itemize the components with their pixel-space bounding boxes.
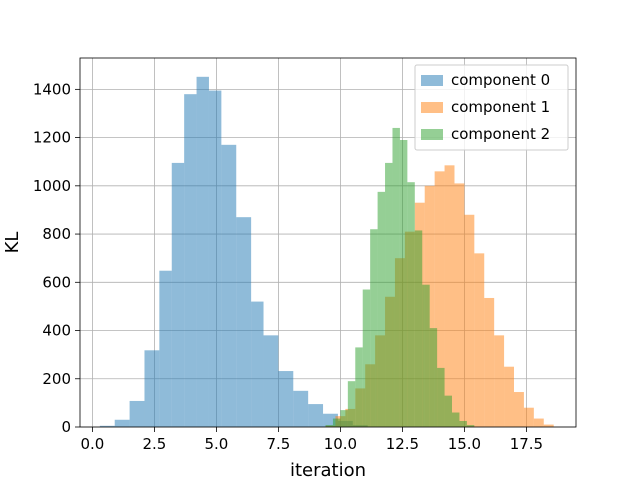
histogram-bar xyxy=(454,183,465,427)
histogram-bar xyxy=(407,182,415,427)
legend-box xyxy=(414,64,569,151)
legend-swatch xyxy=(421,75,443,86)
x-tick-label: 7.5 xyxy=(266,435,290,453)
histogram-bar xyxy=(251,301,264,427)
x-tick-label: 17.5 xyxy=(510,435,543,453)
x-axis-label: iteration xyxy=(290,460,366,480)
histogram-bar xyxy=(208,90,222,427)
histogram-bar xyxy=(385,162,393,428)
histogram-bar xyxy=(159,270,172,427)
histogram-bar xyxy=(474,253,485,427)
histogram-bar xyxy=(414,230,423,427)
y-tick-label: 200 xyxy=(42,370,71,388)
histogram-bar xyxy=(340,410,348,427)
histogram-bar xyxy=(171,162,185,428)
histogram-bar xyxy=(308,404,324,427)
histogram-bar xyxy=(466,425,475,427)
y-tick-label: 1200 xyxy=(33,129,71,147)
ticks-layer: 0.0 2.5 5.0 7.5 10.0 12.5 15.0 17.5 0 200 400 600 80… xyxy=(33,80,543,453)
histogram-bar xyxy=(278,371,294,427)
histogram-bar xyxy=(434,171,445,427)
legend-label: component 0 xyxy=(451,71,550,89)
legend-label: component 2 xyxy=(451,125,550,143)
y-tick-label: 1000 xyxy=(33,177,71,195)
histogram-bar xyxy=(514,392,524,427)
histogram-bar xyxy=(263,335,279,427)
histogram-bar xyxy=(355,347,363,427)
histogram-bar xyxy=(362,289,371,427)
histogram-bar xyxy=(399,140,408,427)
histogram-bar xyxy=(370,229,378,427)
histogram-bar xyxy=(347,381,356,427)
y-tick-label: 1400 xyxy=(33,80,71,98)
legend-swatch xyxy=(421,129,443,140)
y-tick-label: 600 xyxy=(42,273,71,291)
histogram-bar xyxy=(392,127,400,428)
histogram-bar xyxy=(504,366,514,427)
histogram-bar xyxy=(464,214,475,427)
histogram-bar xyxy=(533,418,544,427)
histogram-bar xyxy=(484,297,495,427)
histogram-bar xyxy=(543,424,554,427)
series-0 xyxy=(99,76,368,428)
histogram-bar xyxy=(99,425,115,427)
legend-swatch xyxy=(421,102,443,113)
series-2 xyxy=(325,127,475,428)
x-tick-label: 0.0 xyxy=(80,435,104,453)
histogram-bar xyxy=(377,191,386,427)
y-tick-label: 800 xyxy=(42,225,71,243)
histogram-bar xyxy=(459,420,467,427)
histogram-bar xyxy=(325,425,333,427)
histogram-bar xyxy=(144,350,160,427)
x-tick-label: 10.0 xyxy=(324,435,357,453)
x-tick-label: 5.0 xyxy=(204,435,228,453)
histogram-bar xyxy=(129,400,145,427)
histogram-bar xyxy=(494,335,505,427)
histogram-bar xyxy=(114,419,130,427)
histogram-bar xyxy=(293,390,309,427)
histogram-bar xyxy=(523,407,534,427)
histogram-bar xyxy=(196,76,209,427)
y-tick-label: 0 xyxy=(61,418,71,436)
x-tick-label: 15.0 xyxy=(448,435,481,453)
histogram-bar xyxy=(452,412,460,427)
histogram-bar xyxy=(221,144,237,427)
x-tick-label: 12.5 xyxy=(386,435,419,453)
x-tick-label: 2.5 xyxy=(142,435,166,453)
histogram-bar xyxy=(444,165,455,427)
histogram-bar xyxy=(422,284,430,427)
y-tick-label: 400 xyxy=(42,322,71,340)
histogram-bar xyxy=(429,328,438,427)
legend-entries: component 0 component 1 component 2 xyxy=(421,71,550,143)
legend: component 0 component 1 component 2 xyxy=(414,64,569,151)
plot-frame xyxy=(79,57,577,428)
histogram-bar xyxy=(444,395,452,427)
y-axis-label: KL xyxy=(2,232,23,254)
histogram-bar xyxy=(184,94,197,428)
histogram-bar xyxy=(332,418,341,427)
histogram-bar xyxy=(437,367,445,427)
histogram-bar xyxy=(236,217,252,427)
legend-label: component 1 xyxy=(451,98,550,116)
bars-layer xyxy=(99,76,554,428)
